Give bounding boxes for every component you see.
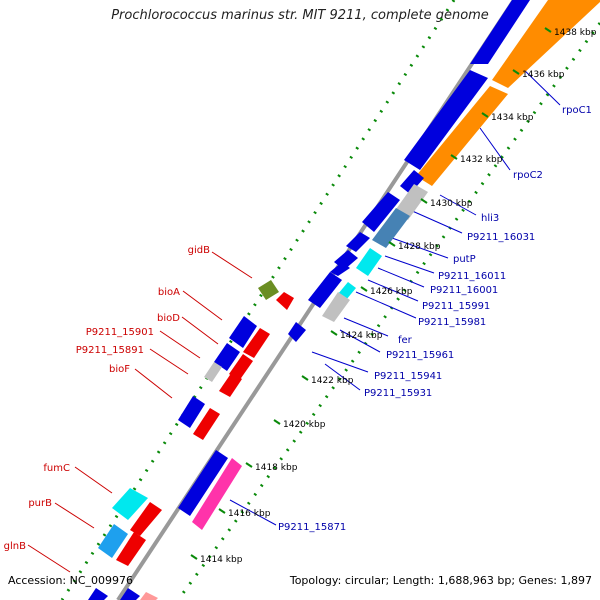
tick-mark xyxy=(512,69,520,75)
tick-label-1416-kbp: 1416 kbp xyxy=(228,509,271,519)
gene-blue-3f xyxy=(362,192,400,232)
gene-label-P9211_15891[interactable]: P9211_15891 xyxy=(76,345,144,356)
gene-blue-3 xyxy=(214,343,240,371)
gene-label-fer[interactable]: fer xyxy=(398,335,413,346)
gene-blue-2 xyxy=(400,170,424,194)
label-leaders xyxy=(229,63,561,526)
gene-gray-1 xyxy=(204,362,222,382)
gene-red-5 xyxy=(193,408,220,440)
tick-mark xyxy=(544,27,552,33)
gene-blue-6f xyxy=(330,262,350,276)
gene-label-P9211_15931[interactable]: P9211_15931 xyxy=(364,388,432,399)
accession-text: Accession: NC_009976 xyxy=(8,574,134,587)
tick-mark xyxy=(420,198,428,204)
gene-label-hli3[interactable]: hli3 xyxy=(481,213,499,224)
gene-blue-8f xyxy=(288,322,306,342)
label-leaders-reverse xyxy=(27,251,253,573)
gene-blue-bottom-2 xyxy=(120,588,140,600)
tick-label-1420-kbp: 1420 kbp xyxy=(283,420,326,430)
gene-blue-4f xyxy=(346,232,370,252)
gene-red-1 xyxy=(276,292,294,310)
gene-bioA xyxy=(229,316,257,348)
forward-strand-features[interactable] xyxy=(288,0,600,342)
gene-gidB xyxy=(258,280,279,300)
gene-blue-long-1 xyxy=(404,70,488,170)
gene-label-P9211_15871[interactable]: P9211_15871 xyxy=(278,522,346,533)
gene-fumC xyxy=(112,488,148,520)
gene-label-gidB[interactable]: gidB xyxy=(188,245,210,256)
gene-label-purB[interactable]: purB xyxy=(28,498,52,509)
tick-label-1426-kbp: 1426 kbp xyxy=(370,287,413,297)
tick-label-1414-kbp: 1414 kbp xyxy=(200,555,243,565)
tick-label-1434-kbp: 1434 kbp xyxy=(491,113,534,123)
tick-mark xyxy=(330,330,338,336)
gene-label-P9211_16011[interactable]: P9211_16011 xyxy=(438,271,506,282)
gene-label-rpoC2[interactable]: rpoC2 xyxy=(513,170,543,181)
forward-gene-labels[interactable]: rpoC1 rpoC2 hli3 P9211_16031 putP P9211_16011… xyxy=(278,105,592,533)
tick-mark xyxy=(450,154,458,160)
tick-label-1428-kbp: 1428 kbp xyxy=(398,242,441,252)
tick-label-1422-kbp: 1422 kbp xyxy=(311,376,354,386)
tick-label-1436-kbp: 1436 kbp xyxy=(522,70,565,80)
tick-label-1418-kbp: 1418 kbp xyxy=(255,463,298,473)
tick-label-1432-kbp: 1432 kbp xyxy=(460,155,503,165)
gene-label-P9211_15981[interactable]: P9211_15981 xyxy=(418,317,486,328)
tick-label-1438-kbp: 1438 kbp xyxy=(554,28,597,38)
gene-red-fumC xyxy=(130,502,162,536)
gene-label-P9211_15961[interactable]: P9211_15961 xyxy=(386,350,454,361)
gene-gray-3 xyxy=(322,292,350,322)
gene-label-P9211_15941[interactable]: P9211_15941 xyxy=(374,371,442,382)
gene-red-purB xyxy=(116,532,146,566)
gene-blue-top xyxy=(470,0,530,64)
tick-mark xyxy=(273,419,281,425)
tick-mark xyxy=(245,462,253,468)
gene-label-bioA[interactable]: bioA xyxy=(158,287,180,298)
gene-label-P9211_16001[interactable]: P9211_16001 xyxy=(430,285,498,296)
gene-label-bioD[interactable]: bioD xyxy=(157,313,180,324)
tick-mark xyxy=(388,241,396,247)
gene-blue-bottom xyxy=(88,588,108,600)
genome-summary: Topology: circular; Length: 1,688,963 bp… xyxy=(289,574,592,587)
tick-mark xyxy=(190,554,198,560)
gene-red-4 xyxy=(219,372,242,397)
inner-dotted-track xyxy=(176,22,600,600)
reverse-strand-features[interactable] xyxy=(88,280,294,600)
gene-label-P9211_15901[interactable]: P9211_15901 xyxy=(86,327,154,338)
position-ticks: 1438 kbp 1436 kbp 1434 kbp 1432 kbp 1430 kbp… xyxy=(190,27,597,565)
gene-gray-2 xyxy=(394,184,428,220)
gene-label-putP[interactable]: putP xyxy=(453,254,476,265)
gene-pink-1 xyxy=(192,458,242,530)
gene-rpoC1-orange xyxy=(492,0,600,88)
gene-pink-bottom xyxy=(140,592,158,600)
gene-blue-7f xyxy=(308,272,342,308)
tick-mark xyxy=(218,508,226,514)
gene-label-P9211_15991[interactable]: P9211_15991 xyxy=(422,301,490,312)
tick-label-1430-kbp: 1430 kbp xyxy=(430,199,473,209)
gene-blue-6 xyxy=(178,450,228,516)
tick-mark xyxy=(301,375,309,381)
tick-label-1424-kbp: 1424 kbp xyxy=(340,331,383,341)
gene-steel xyxy=(372,208,410,248)
gene-cyan-1 xyxy=(356,248,382,276)
map-title: Prochlorococcus marinus str. MIT 9211, c… xyxy=(111,8,489,23)
gene-label-fumC[interactable]: fumC xyxy=(43,463,70,474)
gene-label-rpoC1[interactable]: rpoC1 xyxy=(562,105,592,116)
gene-label-glnB[interactable]: glnB xyxy=(4,541,26,552)
gene-red-2 xyxy=(243,328,270,358)
gene-purB xyxy=(98,524,128,558)
gene-orange-2 xyxy=(416,86,508,186)
gene-bioF xyxy=(178,396,205,428)
gene-label-P9211_16031[interactable]: P9211_16031 xyxy=(467,232,535,243)
tick-mark xyxy=(481,112,489,118)
gene-label-bioF[interactable]: bioF xyxy=(109,364,130,375)
tick-mark xyxy=(360,286,368,292)
